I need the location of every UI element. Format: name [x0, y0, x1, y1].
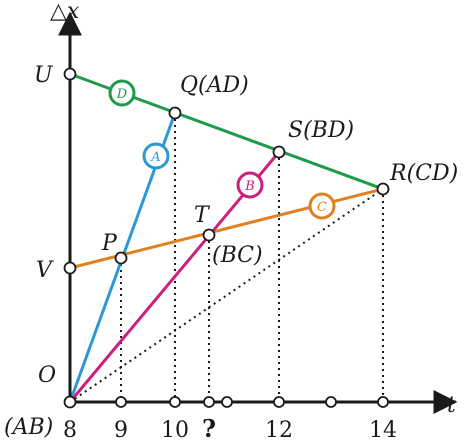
label-u: U [34, 63, 54, 88]
point-r [376, 182, 390, 196]
tick-label-12: 12 [265, 418, 293, 443]
badge-a: A [142, 142, 170, 170]
label-v: V [36, 258, 54, 283]
x-axis-ticks [115, 396, 389, 408]
point-u [63, 67, 77, 81]
label-q: Q(AD) [180, 73, 249, 98]
point-s [272, 145, 286, 159]
badge-a-text: A [150, 150, 160, 165]
tick-13 [325, 396, 337, 408]
tick-10 [169, 396, 181, 408]
x-axis-label: t [447, 393, 456, 418]
tick-9 [115, 396, 127, 408]
label-t: T [194, 203, 211, 228]
badge-c-text: C [317, 200, 327, 215]
points [63, 67, 390, 409]
origin-label: O [38, 363, 56, 388]
label-s: S(BD) [288, 118, 354, 143]
badge-b: B [236, 171, 264, 199]
tick-q [203, 396, 215, 408]
point-p [114, 251, 128, 265]
point-o [63, 395, 77, 409]
tick-label-10: 10 [161, 418, 189, 443]
badge-d: D [108, 79, 136, 107]
badge-b-text: B [244, 179, 255, 194]
point-q [168, 106, 182, 120]
tick-14 [377, 396, 389, 408]
tick-label-unknown: ? [202, 414, 216, 443]
tick-11 [221, 396, 233, 408]
tick-label-14: 14 [369, 418, 397, 443]
point-t [202, 228, 216, 242]
tick-12 [273, 396, 285, 408]
label-r: R(CD) [389, 161, 458, 186]
point-v [63, 261, 77, 275]
badge-d-text: D [116, 87, 128, 102]
y-axis-label: △x [50, 0, 80, 24]
badge-c: C [308, 192, 336, 220]
guide-or [69, 188, 384, 403]
tick-label-9: 9 [114, 418, 128, 443]
origin-sub-label: (AB) [4, 415, 53, 440]
label-p: P [101, 231, 118, 256]
dotted-guides [69, 113, 384, 403]
tick-label-8: 8 [63, 418, 77, 443]
label-bc: (BC) [212, 243, 263, 268]
